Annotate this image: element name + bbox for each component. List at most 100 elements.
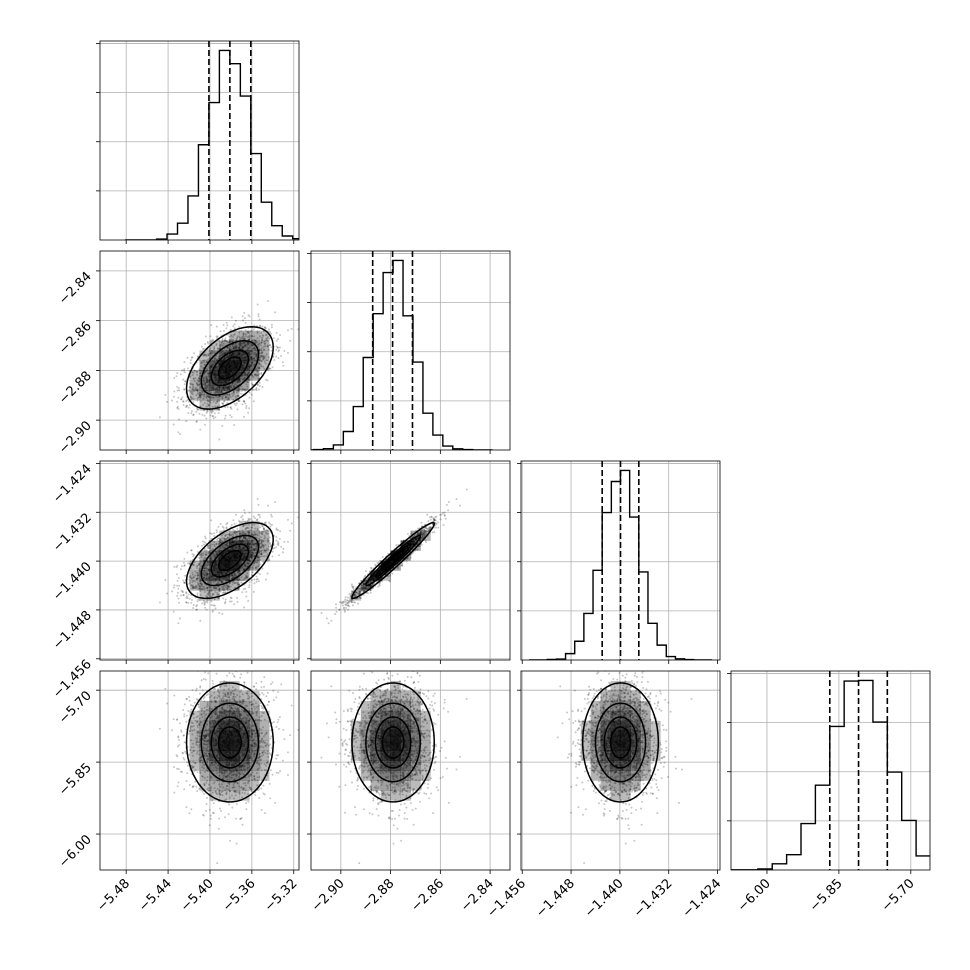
sample-point xyxy=(389,574,392,577)
sample-point xyxy=(217,580,220,583)
sample-point xyxy=(212,338,215,341)
sample-point xyxy=(225,340,228,342)
sample-point xyxy=(427,527,430,530)
sample-point xyxy=(205,549,208,552)
sample-point xyxy=(242,588,245,591)
sample-point xyxy=(410,540,413,543)
sample-point xyxy=(185,420,188,423)
sample-point xyxy=(256,561,259,564)
sample-point xyxy=(204,571,207,574)
sample-point xyxy=(263,326,266,329)
sample-point xyxy=(212,396,215,399)
sample-point xyxy=(258,563,261,566)
sample-point xyxy=(158,601,161,604)
sample-point xyxy=(260,553,263,556)
sample-point xyxy=(226,587,229,590)
sample-point xyxy=(263,522,266,524)
sample-point xyxy=(207,388,210,391)
sample-point xyxy=(248,584,251,587)
sample-point xyxy=(258,324,261,327)
sample-point xyxy=(262,544,265,547)
sample-point xyxy=(362,594,365,596)
sample-point xyxy=(305,489,307,491)
sample-point xyxy=(210,600,213,603)
sample-point xyxy=(410,540,413,543)
sample-point xyxy=(251,383,254,386)
contour xyxy=(185,325,274,410)
panel-2-1 xyxy=(307,460,511,664)
sample-point xyxy=(224,586,227,589)
sample-point xyxy=(258,558,261,561)
sample-point xyxy=(192,377,195,380)
sample-point xyxy=(199,405,202,408)
sample-point xyxy=(203,573,205,576)
sample-point xyxy=(261,336,264,339)
sample-point xyxy=(182,378,185,381)
sample-point xyxy=(250,365,253,368)
sample-point xyxy=(182,400,184,403)
sample-point xyxy=(378,582,381,584)
sample-point xyxy=(228,338,231,341)
sample-point xyxy=(208,400,211,403)
sample-point xyxy=(203,578,206,581)
sample-point xyxy=(280,355,283,357)
sample-point xyxy=(240,330,243,333)
sample-point xyxy=(202,576,205,579)
sample-point xyxy=(263,340,265,343)
sample-point xyxy=(252,534,255,536)
sample-point xyxy=(256,498,259,500)
sample-point xyxy=(268,521,270,524)
sample-point xyxy=(213,347,216,350)
sample-point xyxy=(253,339,256,342)
sample-point xyxy=(207,372,209,375)
sample-point xyxy=(251,539,254,541)
sample-point xyxy=(210,580,213,583)
sample-point xyxy=(244,587,247,590)
sample-point xyxy=(242,389,244,392)
sample-point xyxy=(233,531,236,534)
sample-point xyxy=(260,532,263,535)
sample-point xyxy=(232,335,234,338)
sample-point xyxy=(225,395,227,398)
sample-point xyxy=(196,397,199,400)
sample-point xyxy=(176,385,178,388)
sample-point xyxy=(254,517,256,520)
sample-point xyxy=(200,556,203,559)
sample-point xyxy=(222,586,225,588)
sample-point xyxy=(238,537,241,540)
sample-point xyxy=(187,406,190,409)
sample-point xyxy=(205,578,208,581)
sample-point xyxy=(188,576,191,579)
sample-point xyxy=(213,348,216,351)
sample-point xyxy=(176,406,179,409)
sample-point xyxy=(187,562,189,565)
sample-point xyxy=(344,600,347,603)
sample-point xyxy=(225,348,228,351)
sample-point xyxy=(223,339,226,342)
sample-point xyxy=(196,384,199,386)
sample-point xyxy=(205,567,208,570)
sample-point xyxy=(260,346,263,349)
sample-point xyxy=(277,346,279,349)
sample-point xyxy=(423,534,426,537)
sample-point xyxy=(252,534,255,537)
sample-point xyxy=(421,535,424,537)
sample-point xyxy=(199,400,202,403)
sample-point xyxy=(198,585,201,588)
sample-point xyxy=(255,566,258,569)
sample-point xyxy=(213,604,216,607)
sample-point xyxy=(194,587,197,590)
sample-point xyxy=(218,347,221,350)
sample-point xyxy=(256,527,259,530)
sample-point xyxy=(183,581,186,584)
sample-point xyxy=(243,317,246,320)
sample-point xyxy=(164,393,167,396)
sample-point xyxy=(177,396,180,399)
sample-point xyxy=(231,583,234,586)
density-cell xyxy=(229,370,240,381)
sample-point xyxy=(221,391,224,394)
sample-point xyxy=(254,533,256,536)
sample-point xyxy=(173,377,176,379)
sample-point xyxy=(192,398,195,400)
sample-point xyxy=(200,370,203,373)
